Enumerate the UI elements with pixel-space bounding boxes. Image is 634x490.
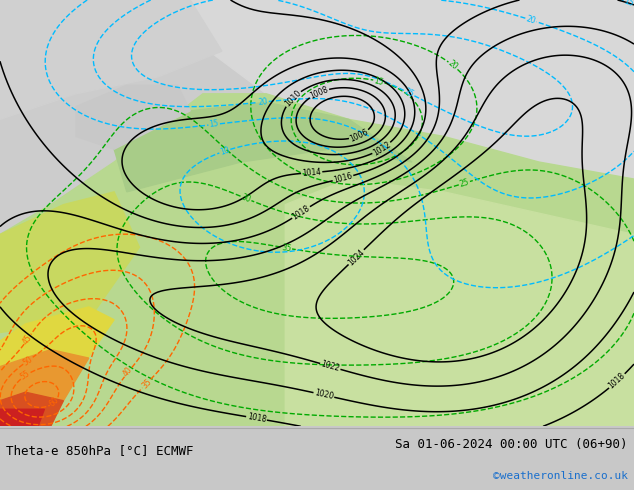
Text: 1018: 1018 (247, 412, 267, 424)
Text: 1024: 1024 (346, 247, 366, 267)
Text: 25: 25 (458, 177, 470, 189)
Text: 45: 45 (21, 333, 34, 346)
Polygon shape (0, 349, 89, 409)
Text: 15: 15 (373, 76, 385, 87)
Text: 15: 15 (623, 0, 634, 9)
Text: 1016: 1016 (333, 172, 353, 185)
Polygon shape (0, 409, 44, 426)
Text: Theta-e 850hPa [°C] ECMWF: Theta-e 850hPa [°C] ECMWF (6, 444, 194, 457)
Text: 55: 55 (19, 369, 32, 382)
Polygon shape (0, 94, 634, 426)
Text: 1008: 1008 (308, 85, 330, 100)
Polygon shape (178, 0, 634, 192)
Text: 35: 35 (140, 377, 153, 390)
Text: 20: 20 (257, 97, 268, 107)
Text: 35: 35 (281, 243, 292, 253)
Text: 1010: 1010 (283, 88, 302, 108)
Text: 30: 30 (240, 193, 252, 204)
Text: 10: 10 (219, 146, 231, 157)
Polygon shape (114, 102, 412, 192)
Polygon shape (76, 85, 190, 149)
Text: 1020: 1020 (313, 389, 334, 401)
Text: 1006: 1006 (349, 127, 370, 144)
Text: 1022: 1022 (320, 360, 340, 373)
Text: ©weatheronline.co.uk: ©weatheronline.co.uk (493, 471, 628, 481)
Text: 20: 20 (446, 59, 460, 72)
Text: 25: 25 (403, 87, 415, 99)
Text: 1018: 1018 (607, 371, 627, 391)
Text: 50: 50 (22, 354, 34, 367)
Text: 15: 15 (209, 120, 219, 129)
Polygon shape (0, 392, 63, 426)
Polygon shape (0, 192, 139, 333)
Polygon shape (285, 179, 634, 426)
Text: 1018: 1018 (290, 203, 311, 221)
Text: 20: 20 (525, 14, 537, 25)
Text: 40: 40 (122, 366, 134, 379)
Polygon shape (0, 0, 222, 120)
Text: 1014: 1014 (302, 168, 321, 178)
Text: Sa 01-06-2024 00:00 UTC (06+90): Sa 01-06-2024 00:00 UTC (06+90) (395, 438, 628, 451)
Text: 60: 60 (48, 395, 61, 409)
Polygon shape (0, 307, 114, 384)
Text: 1012: 1012 (371, 140, 392, 157)
